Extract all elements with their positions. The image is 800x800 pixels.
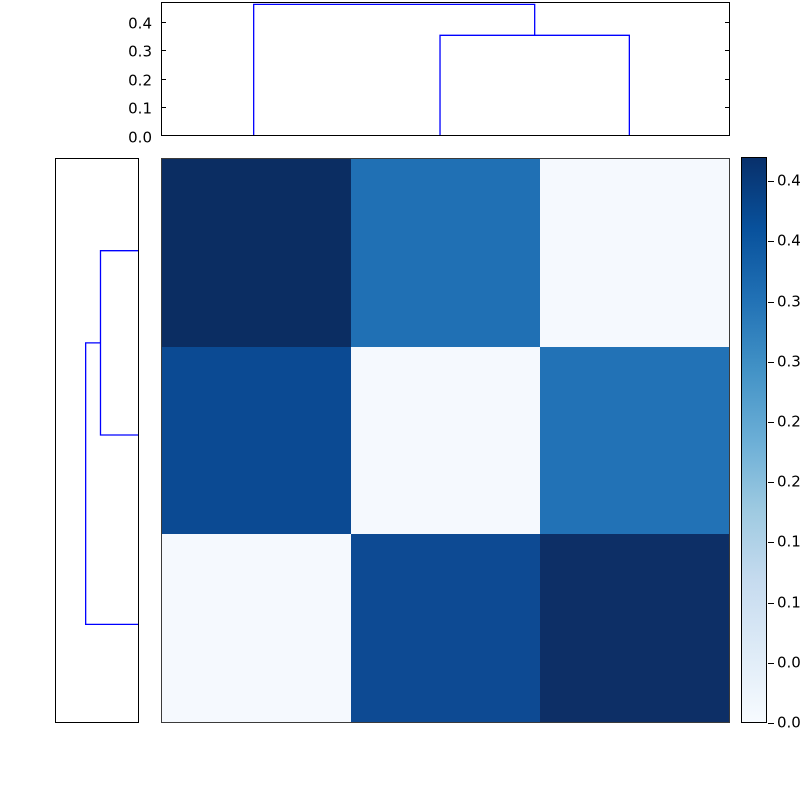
colorbar-tick-mark-1 bbox=[768, 662, 774, 664]
colorbar-tick-label-2: 0.10 bbox=[777, 593, 800, 612]
col-link-merge-root bbox=[254, 4, 535, 135]
colorbar-tick-mark-9 bbox=[768, 181, 774, 183]
heatmap-cell-r1-c2 bbox=[540, 346, 729, 535]
heatmap-cell-r0-c0 bbox=[162, 159, 351, 347]
col-dendrogram-ytick-mark-right-2 bbox=[725, 78, 730, 80]
colorbar-tick-label-5: 0.25 bbox=[777, 412, 800, 431]
row-dendrogram-links bbox=[56, 159, 138, 722]
row-dendrogram-axes bbox=[55, 158, 139, 723]
col-dendrogram-ytick-mark-4 bbox=[161, 21, 166, 23]
colorbar-tick-label-8: 0.40 bbox=[777, 231, 800, 250]
col-dendrogram-ytick-label-2: 0.2 bbox=[128, 71, 152, 90]
colorbar-tick-label-9: 0.45 bbox=[777, 171, 800, 190]
col-dendrogram-ytick-label-4: 0.4 bbox=[128, 14, 152, 33]
colorbar-tick-mark-7 bbox=[768, 301, 774, 303]
col-dendrogram-ytick-mark-1 bbox=[161, 107, 166, 109]
colorbar-tick-label-4: 0.20 bbox=[777, 472, 800, 491]
col-dendrogram-ytick-mark-right-3 bbox=[725, 50, 730, 52]
col-dendrogram-ytick-label-0: 0.0 bbox=[128, 128, 152, 147]
colorbar-gradient bbox=[742, 158, 766, 722]
heatmap-cell-r2-c1 bbox=[351, 534, 540, 722]
col-dendrogram-ytick-mark-right-1 bbox=[725, 107, 730, 109]
colorbar-tick-label-0: 0.00 bbox=[777, 713, 800, 732]
heatmap-cell-r2-c0 bbox=[162, 534, 351, 722]
heatmap-axes bbox=[161, 158, 730, 723]
column-dendrogram-links bbox=[162, 3, 729, 135]
column-dendrogram-axes bbox=[161, 2, 730, 136]
colorbar-tick-mark-8 bbox=[768, 241, 774, 243]
colorbar-tick-mark-5 bbox=[768, 421, 774, 423]
row-link-merge-rows-0-1 bbox=[100, 251, 138, 435]
colorbar bbox=[741, 157, 767, 723]
colorbar-ticks: 0.00 0.05 0.10 0.15 0.20 0.25 0.30 0.35 0.40 0.45 bbox=[741, 0, 800, 800]
col-dendrogram-ytick-mark-2 bbox=[161, 78, 166, 80]
col-link-merge-cols-1-2 bbox=[440, 35, 629, 135]
heatmap-cell-r1-c1 bbox=[351, 346, 540, 535]
column-dendrogram-ytick-labels: 0.0 0.1 0.2 0.3 0.4 bbox=[100, 2, 152, 145]
heatmap-cell-r1-c0 bbox=[162, 346, 351, 535]
heatmap-cell-r0-c2 bbox=[540, 159, 729, 347]
row-link-merge-root bbox=[86, 343, 138, 625]
col-dendrogram-ytick-mark-right-4 bbox=[725, 21, 730, 23]
colorbar-tick-mark-2 bbox=[768, 602, 774, 604]
heatmap-cell-r0-c1 bbox=[351, 159, 540, 347]
col-dendrogram-ytick-label-3: 0.3 bbox=[128, 42, 152, 61]
colorbar-tick-mark-3 bbox=[768, 542, 774, 544]
colorbar-tick-mark-4 bbox=[768, 482, 774, 484]
colorbar-tick-label-3: 0.15 bbox=[777, 532, 800, 551]
col-dendrogram-ytick-mark-3 bbox=[161, 50, 166, 52]
colorbar-tick-label-6: 0.30 bbox=[777, 352, 800, 371]
colorbar-tick-label-1: 0.05 bbox=[777, 653, 800, 672]
heatmap-cell-r2-c2 bbox=[540, 534, 729, 722]
col-dendrogram-ytick-label-1: 0.1 bbox=[128, 99, 152, 118]
colorbar-tick-mark-0 bbox=[768, 723, 774, 724]
heatmap-cell-grid bbox=[162, 159, 729, 722]
colorbar-tick-mark-6 bbox=[768, 361, 774, 363]
colorbar-tick-label-7: 0.35 bbox=[777, 292, 800, 310]
